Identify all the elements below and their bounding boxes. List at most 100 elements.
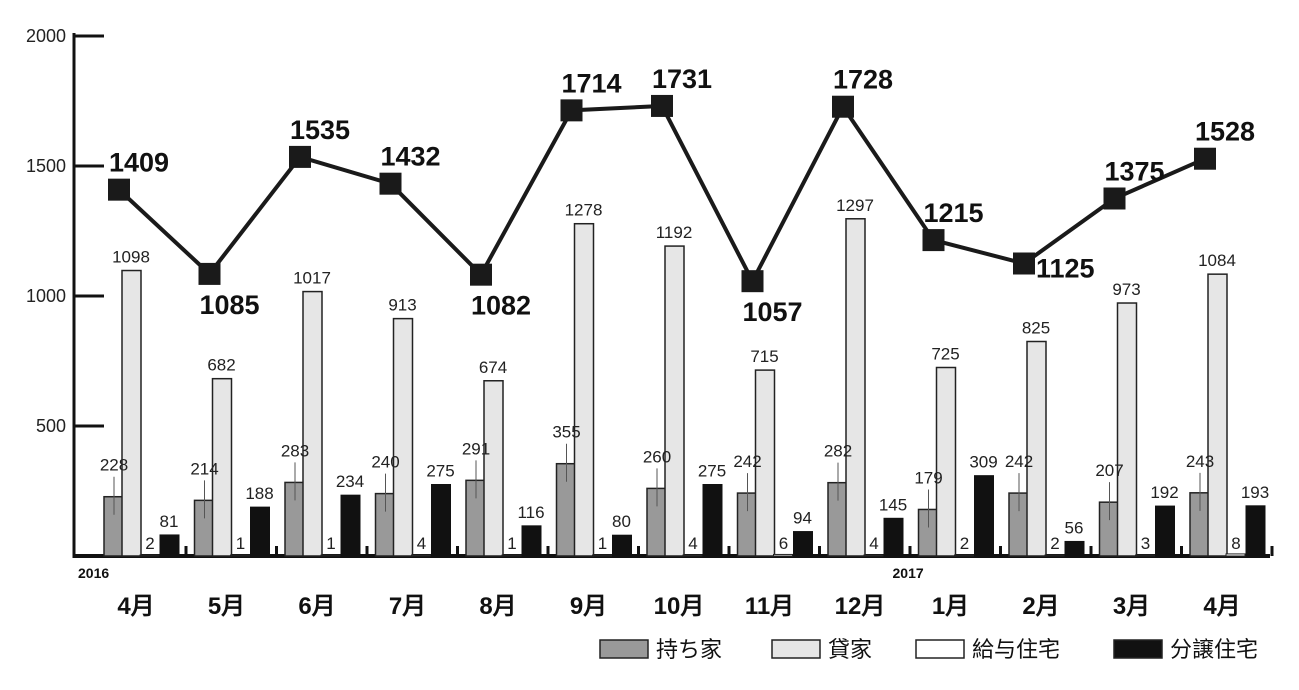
chart-bars	[103, 218, 1266, 557]
bar-kashiya	[1026, 340, 1047, 557]
bar-kyuyo-jutaku	[1225, 553, 1246, 557]
bar-kashiya	[483, 380, 504, 557]
bar-label-mochiie: 179	[914, 468, 942, 487]
legend-swatch	[771, 639, 821, 659]
bar-kyuyo-jutaku	[230, 554, 250, 557]
total-point-label: 1082	[471, 291, 531, 321]
total-point	[1194, 147, 1216, 170]
x-tick-label: 8月	[479, 593, 516, 620]
legend-label: 分譲住宅	[1170, 637, 1258, 662]
total-point-label: 1125	[1036, 254, 1095, 284]
bar-label-kashiya: 1278	[565, 201, 603, 220]
total-point-label: 1215	[923, 198, 983, 228]
bar-label-kyuyo-jutaku: 1	[598, 534, 607, 553]
x-tick-label: 5月	[208, 593, 245, 620]
bar-label-mochiie: 291	[462, 439, 490, 458]
bar-label-bunjo-jutaku: 145	[879, 495, 907, 514]
total-point-label: 1085	[199, 290, 259, 320]
x-tick-label: 4月	[1203, 593, 1240, 620]
bar-label-mochiie: 282	[824, 442, 852, 461]
bar-label-bunjo-jutaku: 275	[426, 462, 454, 481]
legend-label: 持ち家	[656, 637, 722, 662]
bar-label-kashiya: 715	[750, 347, 778, 366]
bar-kashiya	[845, 218, 866, 557]
bar-label-bunjo-jutaku: 193	[1241, 483, 1269, 502]
x-tick-label: 12月	[835, 593, 886, 620]
bar-label-kashiya: 682	[207, 356, 235, 375]
bar-label-mochiie: 242	[733, 452, 761, 471]
bar-label-kyuyo-jutaku: 1	[236, 534, 245, 553]
x-tick-label: 4月	[117, 593, 154, 620]
chart-legend: 持ち家 貸家 給与住宅 分譲住宅	[599, 637, 1258, 662]
bar-label-kashiya: 1192	[656, 223, 693, 242]
legend-swatch	[1113, 639, 1163, 659]
bar-label-kyuyo-jutaku: 1	[326, 534, 335, 553]
bar-kashiya	[211, 377, 233, 557]
bar-bunjo-jutaku	[974, 475, 994, 557]
bar-label-mochiie: 283	[281, 441, 309, 460]
bar-label-bunjo-jutaku: 188	[245, 484, 273, 503]
bar-label-kashiya: 913	[388, 296, 416, 315]
x-tick-label: 6月	[298, 593, 335, 620]
total-point	[108, 178, 130, 201]
total-point-label: 1731	[652, 64, 712, 94]
total-point	[922, 229, 945, 252]
total-point	[470, 263, 492, 286]
y-tick-label: 2000	[26, 26, 66, 46]
total-point-label: 1375	[1104, 157, 1164, 187]
legend-swatch	[915, 639, 965, 659]
total-point-label: 1535	[290, 115, 350, 145]
total-point	[1103, 187, 1126, 210]
legend-label: 給与住宅	[972, 637, 1060, 662]
x-tick-label: 2月	[1022, 593, 1059, 620]
year-label: 2017	[893, 565, 924, 581]
bar-bunjo-jutaku	[1245, 505, 1266, 557]
bar-label-kyuyo-jutaku: 1	[507, 534, 516, 553]
total-point-label: 1432	[380, 142, 440, 172]
bar-label-bunjo-jutaku: 192	[1150, 483, 1178, 502]
chart-labels: 2281098281214682118828310171234240913427…	[100, 64, 1269, 553]
bar-bunjo-jutaku	[612, 534, 632, 557]
chart-total-line	[108, 94, 1216, 293]
bar-label-mochiie: 355	[552, 423, 580, 442]
bar-label-bunjo-jutaku: 56	[1065, 518, 1084, 537]
total-point-label: 1728	[833, 65, 893, 95]
total-point	[560, 99, 583, 122]
bar-kyuyo-jutaku	[139, 554, 160, 557]
bar-kashiya	[573, 222, 595, 557]
legend-label: 貸家	[828, 637, 872, 662]
bar-kyuyo-jutaku	[682, 554, 703, 557]
y-tick-label: 1000	[26, 286, 66, 306]
total-point	[289, 145, 311, 168]
bar-label-kashiya: 825	[1022, 319, 1050, 338]
total-point	[741, 270, 764, 293]
bar-kyuyo-jutaku	[863, 554, 884, 557]
bar-label-mochiie: 243	[1186, 452, 1214, 471]
y-tick-label: 500	[36, 416, 66, 436]
bar-kashiya	[1207, 273, 1228, 557]
bar-label-mochiie: 214	[190, 459, 218, 478]
bar-label-kashiya: 973	[1112, 280, 1140, 299]
bar-label-kashiya: 725	[931, 345, 959, 364]
total-point	[198, 262, 221, 285]
bar-bunjo-jutaku	[431, 484, 451, 557]
total-point	[379, 172, 402, 195]
bar-label-mochiie: 228	[100, 456, 128, 475]
bar-bunjo-jutaku	[702, 484, 723, 557]
bar-bunjo-jutaku	[340, 494, 361, 557]
x-tick-label: 11月	[745, 593, 794, 620]
total-point-label: 1714	[561, 68, 621, 98]
x-tick-label: 3月	[1113, 593, 1150, 620]
bar-bunjo-jutaku	[1064, 540, 1085, 557]
bar-label-kyuyo-jutaku: 2	[145, 534, 154, 553]
bar-label-kyuyo-jutaku: 2	[960, 534, 969, 553]
x-tick-label: 1月	[932, 593, 969, 620]
bar-label-mochiie: 242	[1005, 452, 1033, 471]
bar-bunjo-jutaku	[1155, 505, 1175, 557]
bar-label-kyuyo-jutaku: 4	[869, 534, 878, 553]
total-point	[832, 95, 854, 118]
bar-kashiya	[754, 369, 776, 557]
legend-swatch	[599, 639, 649, 659]
bar-label-bunjo-jutaku: 80	[612, 512, 631, 531]
bar-label-kashiya: 674	[479, 358, 507, 377]
